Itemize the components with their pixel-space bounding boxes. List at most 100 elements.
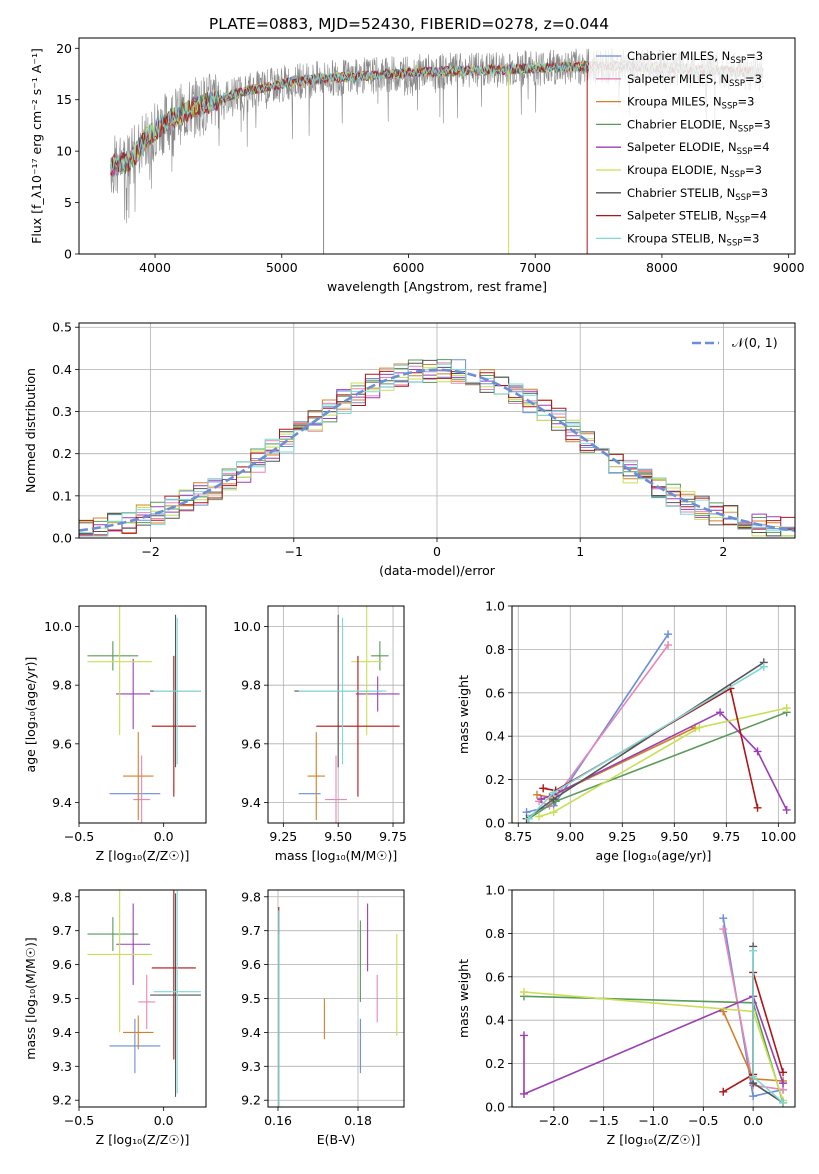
y-axis-label: mass [log₁₀(M/M☉)] bbox=[23, 937, 38, 1059]
errorbar-point bbox=[87, 917, 139, 952]
x-tick-label: 0 bbox=[433, 544, 441, 559]
legend-tail: =3 bbox=[737, 95, 754, 109]
error-bars bbox=[87, 890, 201, 1097]
x-tick-label: 0.16 bbox=[264, 1113, 292, 1128]
y-tick-label: 9.2 bbox=[52, 1093, 72, 1108]
y-tick-label: 0.4 bbox=[485, 729, 505, 744]
weight-marker bbox=[749, 1092, 758, 1101]
weight-marker bbox=[719, 1087, 728, 1096]
x-axis-label: E(B-V) bbox=[317, 1132, 356, 1147]
weight-marker bbox=[782, 805, 791, 814]
x-axis-label: Z [log₁₀(Z/Z☉)] bbox=[96, 1132, 190, 1147]
y-tick-label: 1.0 bbox=[485, 599, 505, 614]
legend-label: Kroupa ELODIE, N bbox=[627, 163, 729, 177]
x-tick-label: −1 bbox=[285, 544, 303, 559]
y-axis-label: mass weight bbox=[456, 959, 471, 1038]
legend-subscript: SSP bbox=[738, 124, 754, 134]
legend-tail: =3 bbox=[746, 49, 763, 63]
histogram-step bbox=[79, 367, 795, 537]
y-axis-label: age [log₁₀(age/yr)] bbox=[23, 657, 38, 773]
legend-subscript: SSP bbox=[737, 147, 753, 157]
y-tick-label: 0.2 bbox=[485, 1056, 505, 1071]
weight-lines bbox=[522, 630, 791, 823]
y-tick-label: 9.4 bbox=[241, 795, 261, 810]
massweight_vs_Z-panel: −2.0 −1.5 −1.0 −0.5 0.0 0.0 0.2 0.4 0.6 0.8 1.0 Z [… bbox=[456, 883, 796, 1147]
y-tick-label: 5 bbox=[64, 195, 72, 210]
weight-series bbox=[526, 661, 765, 820]
y-tick-label: 9.5 bbox=[52, 991, 72, 1006]
weight-marker bbox=[537, 795, 546, 804]
x-tick-label: −2 bbox=[141, 544, 159, 559]
y-tick-label: 9.5 bbox=[241, 991, 261, 1006]
x-axis-label: mass [log₁₀(M/M☉)] bbox=[275, 848, 397, 863]
x-tick-label: 9.75 bbox=[379, 829, 407, 844]
histogram-step bbox=[79, 363, 795, 537]
y-tick-label: 9.8 bbox=[241, 678, 261, 693]
weight-marker bbox=[519, 987, 528, 996]
x-tick-label: 0.0 bbox=[154, 1113, 174, 1128]
gaussian-curve bbox=[79, 368, 795, 532]
x-tick-label: 6000 bbox=[393, 260, 425, 275]
legend-label: Salpeter ELODIE, N bbox=[627, 140, 737, 154]
legend-tail: =3 bbox=[745, 163, 762, 177]
weight-marker bbox=[716, 708, 725, 717]
y-tick-label: 0.5 bbox=[52, 320, 72, 335]
weight-marker bbox=[719, 914, 728, 923]
y-tick-label: 9.4 bbox=[52, 1025, 72, 1040]
legend-entry: Kroupa ELODIE, NSSP=3 bbox=[627, 163, 762, 180]
y-axis-label: mass weight bbox=[456, 675, 471, 754]
x-tick-label: 9000 bbox=[773, 260, 805, 275]
histogram-step bbox=[79, 370, 795, 536]
y-tick-label: 10.0 bbox=[233, 619, 261, 634]
weight-marker bbox=[519, 1089, 528, 1098]
weight-marker bbox=[695, 723, 704, 732]
legend-subscript: SSP bbox=[730, 56, 746, 66]
x-tick-label: −1.5 bbox=[588, 1113, 618, 1128]
errorbar-point bbox=[153, 617, 201, 765]
y-tick-label: 9.7 bbox=[52, 923, 72, 938]
errorbar-point bbox=[371, 641, 389, 671]
weight-marker bbox=[549, 808, 558, 817]
weight-series bbox=[538, 644, 669, 807]
weight-marker bbox=[719, 925, 728, 934]
histograms bbox=[79, 359, 795, 537]
legend-label: Chabrier ELODIE, N bbox=[627, 117, 738, 131]
x-axis-label: age [log₁₀(age/yr)] bbox=[596, 848, 712, 863]
x-tick-label: 10.00 bbox=[760, 829, 796, 844]
weight-marker bbox=[782, 703, 791, 712]
weight-marker bbox=[749, 1072, 758, 1081]
x-axis-label: (data-model)/error bbox=[379, 563, 496, 578]
legend-tail: =3 bbox=[745, 72, 762, 86]
y-tick-label: 9.8 bbox=[52, 678, 72, 693]
legend-subscript: SSP bbox=[729, 79, 745, 89]
y-tick-label: 0.2 bbox=[52, 446, 72, 461]
weight-series bbox=[523, 995, 784, 1096]
weight-marker bbox=[524, 814, 533, 823]
x-axis-label: Z [log₁₀(Z/Z☉)] bbox=[607, 1132, 701, 1147]
error-bars bbox=[278, 903, 398, 1107]
errorbar-point bbox=[123, 1015, 154, 1050]
y-tick-label: 9.4 bbox=[52, 795, 72, 810]
errorbar-point bbox=[116, 903, 151, 985]
legend-subscript: SSP bbox=[734, 216, 750, 226]
x-tick-label: 9.50 bbox=[660, 829, 688, 844]
legend-entry: Kroupa MILES, NSSP=3 bbox=[627, 95, 754, 112]
legend-entry: Kroupa STELIB, NSSP=3 bbox=[627, 231, 759, 248]
legend-subscript: SSP bbox=[722, 102, 738, 112]
residuals-panel: 𝒩(0, 1) −2 −1 0 1 2 0.0 0.1 0.2 0.3 0.4 0.5 (data-mo… bbox=[23, 320, 796, 578]
y-tick-label: 9.7 bbox=[241, 923, 261, 938]
x-tick-label: 9.25 bbox=[269, 829, 297, 844]
plot-frame bbox=[78, 37, 796, 255]
y-tick-label: 9.2 bbox=[241, 1093, 261, 1108]
y-tick-label: 0.6 bbox=[485, 685, 505, 700]
errorbar-point bbox=[138, 974, 156, 1030]
legend-box bbox=[589, 44, 789, 248]
x-tick-label: −0.5 bbox=[688, 1113, 718, 1128]
y-tick-label: 15 bbox=[56, 92, 72, 107]
y-tick-label: 9.4 bbox=[241, 1025, 261, 1040]
legend-entry: Salpeter ELODIE, NSSP=4 bbox=[627, 140, 770, 157]
weight-marker bbox=[749, 946, 758, 955]
errorbar-point bbox=[153, 890, 201, 1094]
